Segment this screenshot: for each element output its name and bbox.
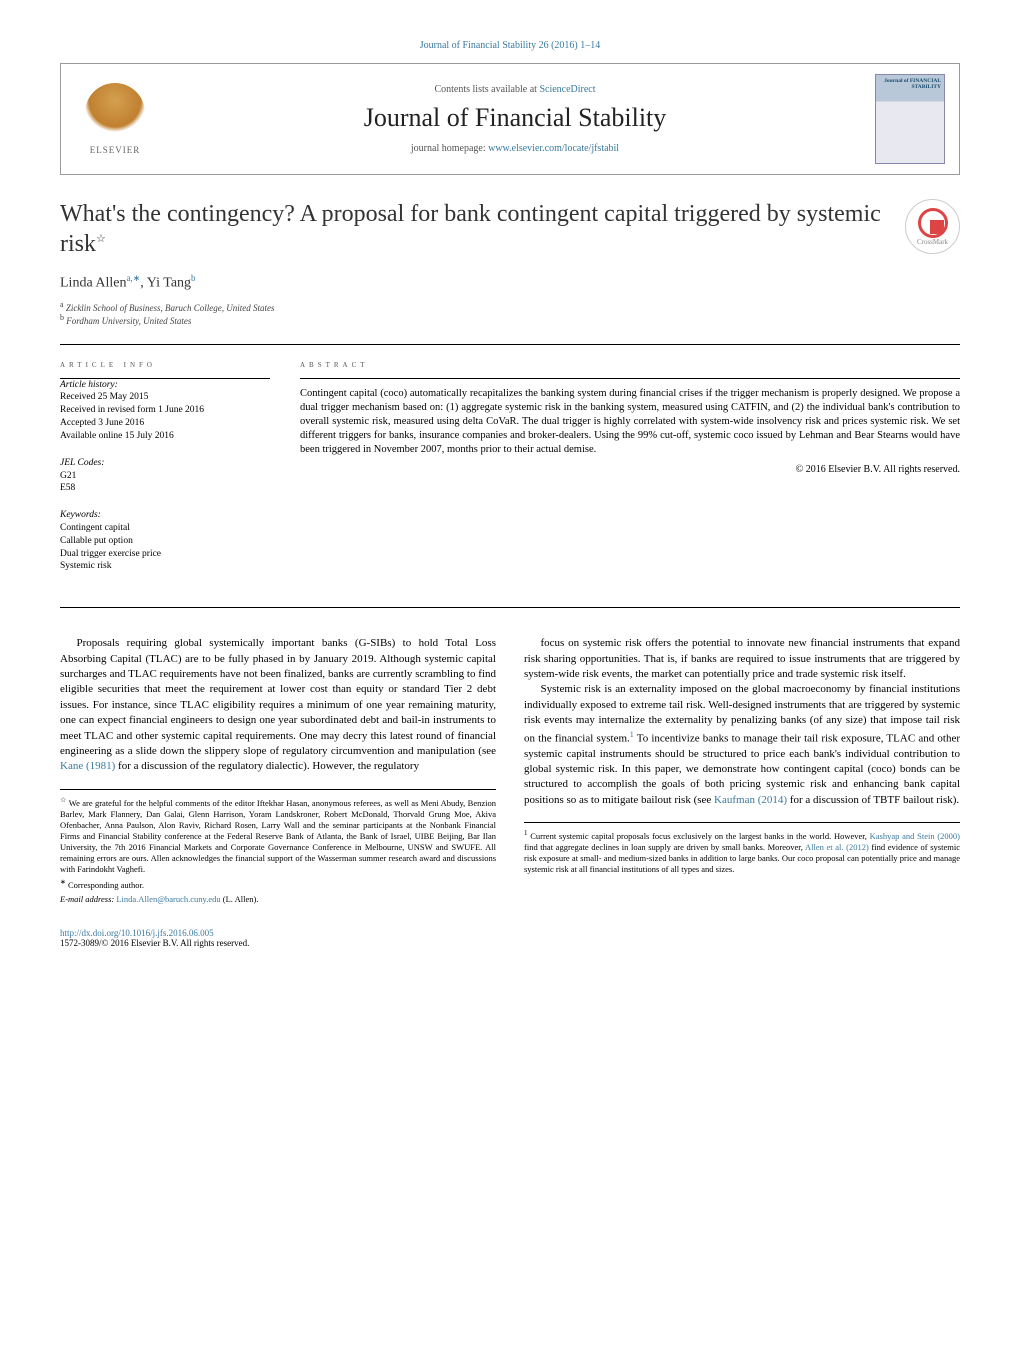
ref-allen-2012[interactable]: Allen et al. (2012): [805, 842, 869, 852]
affiliation: a Zicklin School of Business, Baruch Col…: [60, 300, 960, 313]
jel-code: G21: [60, 470, 270, 483]
keywords-label: Keywords:: [60, 510, 101, 520]
footnote-email: E-mail address: Linda.Allen@baruch.cuny.…: [60, 894, 496, 905]
crossmark-label: CrossMark: [917, 238, 948, 246]
article-title: What's the contingency? A proposal for b…: [60, 199, 885, 259]
history-line: Received 25 May 2015: [60, 391, 270, 404]
footnote-corr: ∗ Corresponding author.: [60, 878, 496, 891]
abstract-copyright: © 2016 Elsevier B.V. All rights reserved…: [300, 464, 960, 475]
left-footnotes: ☆ We are grateful for the helpful commen…: [60, 789, 496, 905]
info-abstract-row: article info Article history: Received 2…: [60, 345, 960, 588]
title-row: What's the contingency? A proposal for b…: [60, 199, 960, 259]
publisher-label: ELSEVIER: [90, 145, 141, 155]
ref-kaufman-2014[interactable]: Kaufman (2014): [714, 794, 787, 806]
keyword: Contingent capital: [60, 522, 270, 535]
history-line: Available online 15 July 2016: [60, 430, 270, 443]
crossmark-badge[interactable]: CrossMark: [905, 199, 960, 254]
cover-title: Journal of FINANCIAL STABILITY: [879, 78, 941, 90]
keywords-block: Keywords: Contingent capitalCallable put…: [60, 509, 270, 573]
info-heading: article info: [60, 359, 270, 370]
homepage-line: journal homepage: www.elsevier.com/locat…: [155, 143, 875, 154]
abstract-text: Contingent capital (coco) automatically …: [300, 387, 960, 458]
rule-bottom: [60, 607, 960, 608]
issn-line: 1572-3089/© 2016 Elsevier B.V. All right…: [60, 938, 249, 948]
header-center: Contents lists available at ScienceDirec…: [155, 84, 875, 154]
doi-link[interactable]: http://dx.doi.org/10.1016/j.jfs.2016.06.…: [60, 928, 214, 938]
jel-block: JEL Codes: G21E58: [60, 457, 270, 495]
article-info: article info Article history: Received 2…: [60, 345, 270, 588]
running-head-link[interactable]: Journal of Financial Stability 26 (2016)…: [420, 40, 601, 51]
body-text: Proposals requiring global systemically …: [60, 636, 960, 908]
body-p2: focus on systemic risk offers the potent…: [524, 636, 960, 682]
keyword: Systemic risk: [60, 560, 270, 573]
contents-line: Contents lists available at ScienceDirec…: [155, 84, 875, 95]
journal-name: Journal of Financial Stability: [155, 103, 875, 133]
jel-label: JEL Codes:: [60, 458, 104, 468]
affiliation: b Fordham University, United States: [60, 313, 960, 326]
body-p1: Proposals requiring global systemically …: [60, 636, 496, 775]
history-block: Article history: Received 25 May 2015Rec…: [60, 379, 270, 443]
crossmark-icon: [918, 208, 948, 238]
right-footnotes: 1 Current systemic capital proposals foc…: [524, 822, 960, 875]
doi-block: http://dx.doi.org/10.1016/j.jfs.2016.06.…: [60, 928, 249, 948]
history-line: Received in revised form 1 June 2016: [60, 404, 270, 417]
history-label: Article history:: [60, 380, 118, 390]
sciencedirect-link[interactable]: ScienceDirect: [539, 84, 595, 95]
footnote-star: ☆ We are grateful for the helpful commen…: [60, 796, 496, 875]
journal-cover-thumb: Journal of FINANCIAL STABILITY: [875, 74, 945, 164]
ref-kashyap-stein-2000[interactable]: Kashyap and Stein (2000): [870, 831, 960, 841]
history-line: Accepted 3 June 2016: [60, 417, 270, 430]
title-footnote-star: ☆: [96, 233, 106, 245]
keyword: Dual trigger exercise price: [60, 548, 270, 561]
page-footer: http://dx.doi.org/10.1016/j.jfs.2016.06.…: [60, 928, 960, 948]
abstract: abstract Contingent capital (coco) autom…: [300, 345, 960, 588]
journal-header: ELSEVIER Contents lists available at Sci…: [60, 63, 960, 175]
jel-code: E58: [60, 482, 270, 495]
body-p3: Systemic risk is an externality imposed …: [524, 682, 960, 808]
elsevier-tree-icon: [85, 83, 145, 143]
abstract-heading: abstract: [300, 359, 960, 370]
footnote-1: 1 Current systemic capital proposals foc…: [524, 829, 960, 875]
affiliations: a Zicklin School of Business, Baruch Col…: [60, 300, 960, 326]
homepage-link[interactable]: www.elsevier.com/locate/jfstabil: [488, 143, 619, 154]
ref-kane-1981[interactable]: Kane (1981): [60, 760, 115, 772]
author-email-link[interactable]: Linda.Allen@baruch.cuny.edu: [116, 894, 220, 904]
running-head: Journal of Financial Stability 26 (2016)…: [60, 40, 960, 51]
authors: Linda Allena,∗, Yi Tangb: [60, 273, 960, 292]
publisher-logo: ELSEVIER: [75, 74, 155, 164]
keyword: Callable put option: [60, 535, 270, 548]
abstract-rule: [300, 378, 960, 379]
